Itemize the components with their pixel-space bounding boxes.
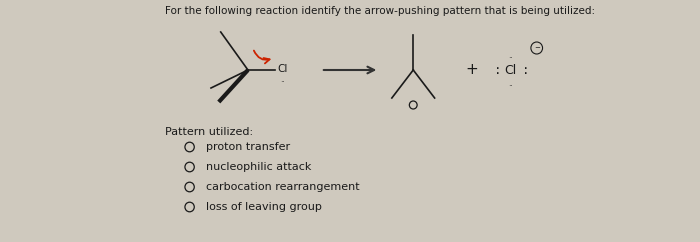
Text: nucleophilic attack: nucleophilic attack — [206, 162, 312, 172]
Text: −: − — [534, 45, 540, 51]
Text: Pattern utilized:: Pattern utilized: — [165, 127, 253, 137]
Text: ..: .. — [508, 80, 513, 89]
Text: Cl: Cl — [504, 63, 517, 76]
Text: For the following reaction identify the arrow-pushing pattern that is being util: For the following reaction identify the … — [165, 6, 596, 16]
Text: loss of leaving group: loss of leaving group — [206, 202, 322, 212]
Text: +: + — [466, 62, 478, 77]
Text: ..: .. — [281, 76, 286, 84]
Text: ..: .. — [508, 52, 513, 60]
Text: Cl: Cl — [277, 64, 288, 74]
Text: proton transfer: proton transfer — [206, 142, 290, 152]
Text: :: : — [522, 63, 530, 76]
Text: :: : — [494, 63, 502, 76]
Text: carbocation rearrangement: carbocation rearrangement — [206, 182, 360, 192]
